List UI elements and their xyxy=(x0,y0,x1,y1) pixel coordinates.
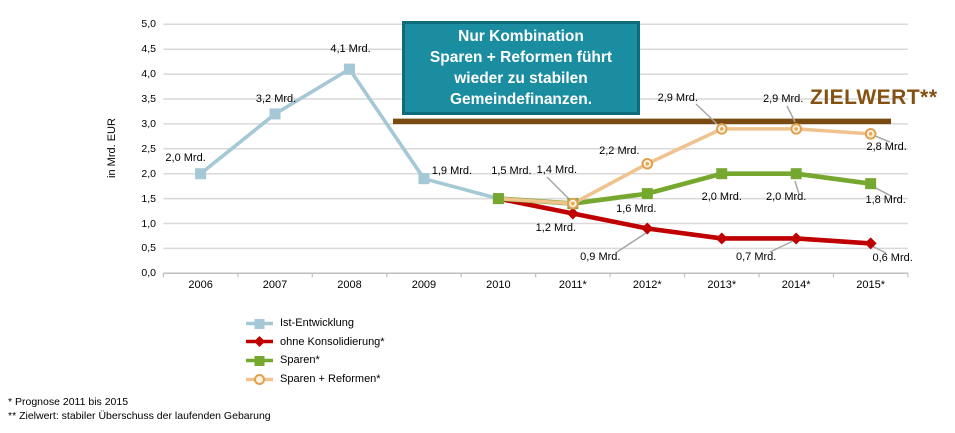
data-point-label: 2,0 Mrd. xyxy=(165,151,206,164)
x-axis-category-label: 2012* xyxy=(632,279,662,291)
data-point-marker xyxy=(790,168,802,180)
data-point-label: 0,6 Mrd. xyxy=(872,252,913,265)
data-point-marker-dot xyxy=(719,127,724,131)
series-line-2 xyxy=(496,196,873,246)
data-point-label: 2,0 Mrd. xyxy=(766,190,807,203)
data-point-marker xyxy=(715,232,728,245)
data-point-label: 1,9 Mrd. xyxy=(431,164,473,177)
legend-item: ohne Konsolidierung* xyxy=(246,333,385,352)
data-point-marker xyxy=(641,222,654,235)
data-point-label: 2,8 Mrd. xyxy=(866,140,907,153)
callout-line: Nur Kombination xyxy=(458,28,584,45)
legend-label: Sparen* xyxy=(280,354,320,367)
data-point-label: 1,5 Mrd. xyxy=(491,164,532,177)
x-axis-category-label: 2010 xyxy=(486,279,511,291)
label-leader-line xyxy=(616,232,647,253)
y-axis-tick-label: 2,0 xyxy=(141,167,156,180)
x-axis-category-label: 2011* xyxy=(558,279,587,291)
y-axis-tick-label: 0,0 xyxy=(141,267,156,280)
footnotes: * Prognose 2011 bis 2015 ** Zielwert: st… xyxy=(8,395,271,423)
y-axis-tick-label: 3,5 xyxy=(141,93,156,105)
data-point-marker xyxy=(492,193,504,205)
x-axis-category-label: 2015* xyxy=(856,279,886,291)
label-leader-line xyxy=(794,180,800,195)
x-axis-category-label: 2014* xyxy=(781,279,811,291)
label-leader-line xyxy=(546,176,572,202)
data-point-marker xyxy=(865,178,877,190)
y-axis-tick-label: 4,0 xyxy=(141,68,156,81)
callout-box: Nur Kombination Sparen + Reformen führt … xyxy=(402,21,640,115)
y-axis-tick-label: 0,5 xyxy=(141,242,156,255)
y-axis-tick-label: 3,0 xyxy=(141,117,156,130)
callout-line: wieder zu stabilen xyxy=(454,70,588,87)
label-leader-line xyxy=(874,135,891,143)
data-point-label: 1,2 Mrd. xyxy=(535,221,577,234)
data-point-label: 1,4 Mrd. xyxy=(536,163,578,176)
data-point-marker xyxy=(790,232,803,245)
data-point-marker xyxy=(864,237,877,250)
x-axis-category-label: 2006 xyxy=(188,279,213,291)
y-axis-tick-label: 1,0 xyxy=(141,217,156,230)
data-point-marker xyxy=(566,207,579,220)
data-point-marker-dot xyxy=(794,127,798,131)
data-point-label: 2,9 Mrd. xyxy=(657,91,698,104)
legend: Ist-Entwicklung ohne Konsolidierung* Spare… xyxy=(246,314,385,388)
data-point-label: 3,2 Mrd. xyxy=(255,92,297,105)
diamond-marker-icon xyxy=(246,336,273,348)
square-marker-icon xyxy=(246,318,273,329)
data-point-marker xyxy=(641,188,653,200)
label-leader-line xyxy=(873,186,892,197)
data-point-marker xyxy=(716,168,728,180)
x-axis-category-label: 2007 xyxy=(262,279,288,291)
label-leader-line xyxy=(695,103,718,125)
data-point-label: 1,8 Mrd. xyxy=(865,193,906,206)
data-point-marker xyxy=(344,63,355,75)
circle-marker-icon xyxy=(246,373,273,385)
data-point-label: 0,7 Mrd. xyxy=(736,251,777,264)
legend-label: Ist-Entwicklung xyxy=(280,317,354,330)
data-point-label: 2,2 Mrd. xyxy=(599,144,640,157)
legend-label: Sparen + Reformen* xyxy=(280,373,381,386)
square-marker-icon xyxy=(246,355,273,366)
data-point-label: 0,9 Mrd. xyxy=(580,251,621,264)
data-point-marker-dot xyxy=(868,132,873,136)
target-value-label: ZIELWERT** xyxy=(810,86,938,109)
data-point-marker-dot xyxy=(645,161,650,166)
data-point-label: 2,0 Mrd. xyxy=(701,190,742,203)
y-axis-tick-label: 4,5 xyxy=(141,43,156,56)
x-axis-category-label: 2009 xyxy=(411,279,437,291)
footnote-asterisk: * Prognose 2011 bis 2015 xyxy=(8,396,129,408)
data-point-label: 4,1 Mrd. xyxy=(330,43,371,56)
legend-item: Sparen + Reformen* xyxy=(246,370,385,389)
y-axis-tick-label: 2,5 xyxy=(141,142,156,155)
series-line-4 xyxy=(496,127,873,206)
legend-item: Ist-Entwicklung xyxy=(246,314,385,333)
data-point-label: 2,9 Mrd. xyxy=(763,92,804,105)
y-axis-tick-label: 5,0 xyxy=(141,18,156,31)
x-axis-category-label: 2008 xyxy=(337,279,362,291)
label-leader-line xyxy=(871,245,887,254)
label-leader-line xyxy=(769,240,794,253)
legend-label: ohne Konsolidierung* xyxy=(280,335,385,348)
data-point-label: 1,6 Mrd. xyxy=(616,202,657,215)
legend-item: Sparen* xyxy=(246,351,385,370)
data-point-marker xyxy=(418,173,430,185)
callout-line: Gemeindefinanzen. xyxy=(449,91,593,108)
x-axis-category-label: 2013* xyxy=(707,279,737,291)
footnote-double-asterisk: ** Zielwert: stabiler Überschuss der lau… xyxy=(8,410,271,422)
callout-line: Sparen + Reformen führt xyxy=(429,49,613,66)
y-axis-tick-label: 1,5 xyxy=(141,192,156,205)
label-leader-line xyxy=(786,105,796,123)
data-point-marker xyxy=(269,108,281,120)
data-point-marker xyxy=(195,168,207,180)
data-point-marker-dot xyxy=(571,201,575,206)
y-axis-title: in Mrd. EUR xyxy=(106,118,118,178)
